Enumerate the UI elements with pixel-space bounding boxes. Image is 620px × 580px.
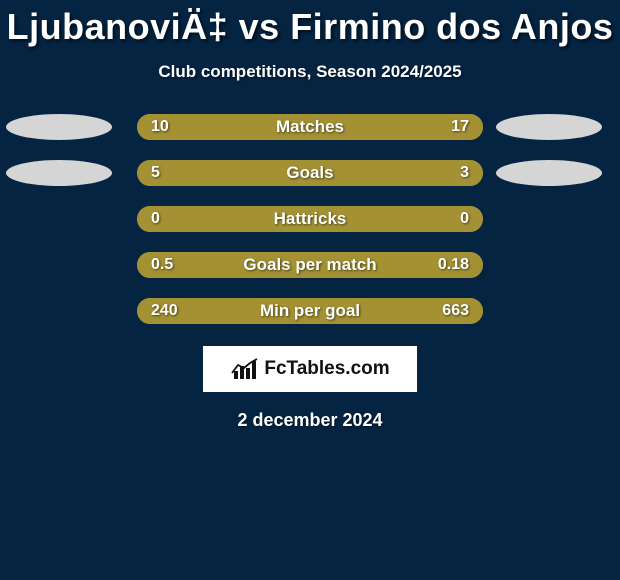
stat-bar: 53Goals xyxy=(137,160,483,186)
stat-row: 53Goals xyxy=(0,160,620,186)
stat-label: Min per goal xyxy=(137,298,483,324)
player-left-marker xyxy=(6,114,112,140)
stat-row: 1017Matches xyxy=(0,114,620,140)
stat-row: 240663Min per goal xyxy=(0,298,620,324)
date-label: 2 december 2024 xyxy=(0,410,620,431)
stat-label: Goals xyxy=(137,160,483,186)
stat-bar: 0.50.18Goals per match xyxy=(137,252,483,278)
player-right-marker xyxy=(496,160,602,186)
player-right-marker xyxy=(496,114,602,140)
subtitle: Club competitions, Season 2024/2025 xyxy=(0,62,620,82)
stat-label: Matches xyxy=(137,114,483,140)
comparison-widget: LjubanoviÄ‡ vs Firmino dos Anjos Club co… xyxy=(0,0,620,431)
stat-bar: 00Hattricks xyxy=(137,206,483,232)
brand-logo: FcTables.com xyxy=(203,346,417,392)
stat-row: 0.50.18Goals per match xyxy=(0,252,620,278)
chart-icon xyxy=(230,357,260,381)
page-title: LjubanoviÄ‡ vs Firmino dos Anjos xyxy=(0,6,620,48)
stat-rows: 1017Matches 53Goals 00Hattricks 0.50.18Goal… xyxy=(0,114,620,324)
stat-row: 00Hattricks xyxy=(0,206,620,232)
brand-text: FcTables.com xyxy=(264,358,389,380)
stat-bar: 1017Matches xyxy=(137,114,483,140)
stat-label: Goals per match xyxy=(137,252,483,278)
stat-bar: 240663Min per goal xyxy=(137,298,483,324)
player-left-marker xyxy=(6,160,112,186)
stat-label: Hattricks xyxy=(137,206,483,232)
